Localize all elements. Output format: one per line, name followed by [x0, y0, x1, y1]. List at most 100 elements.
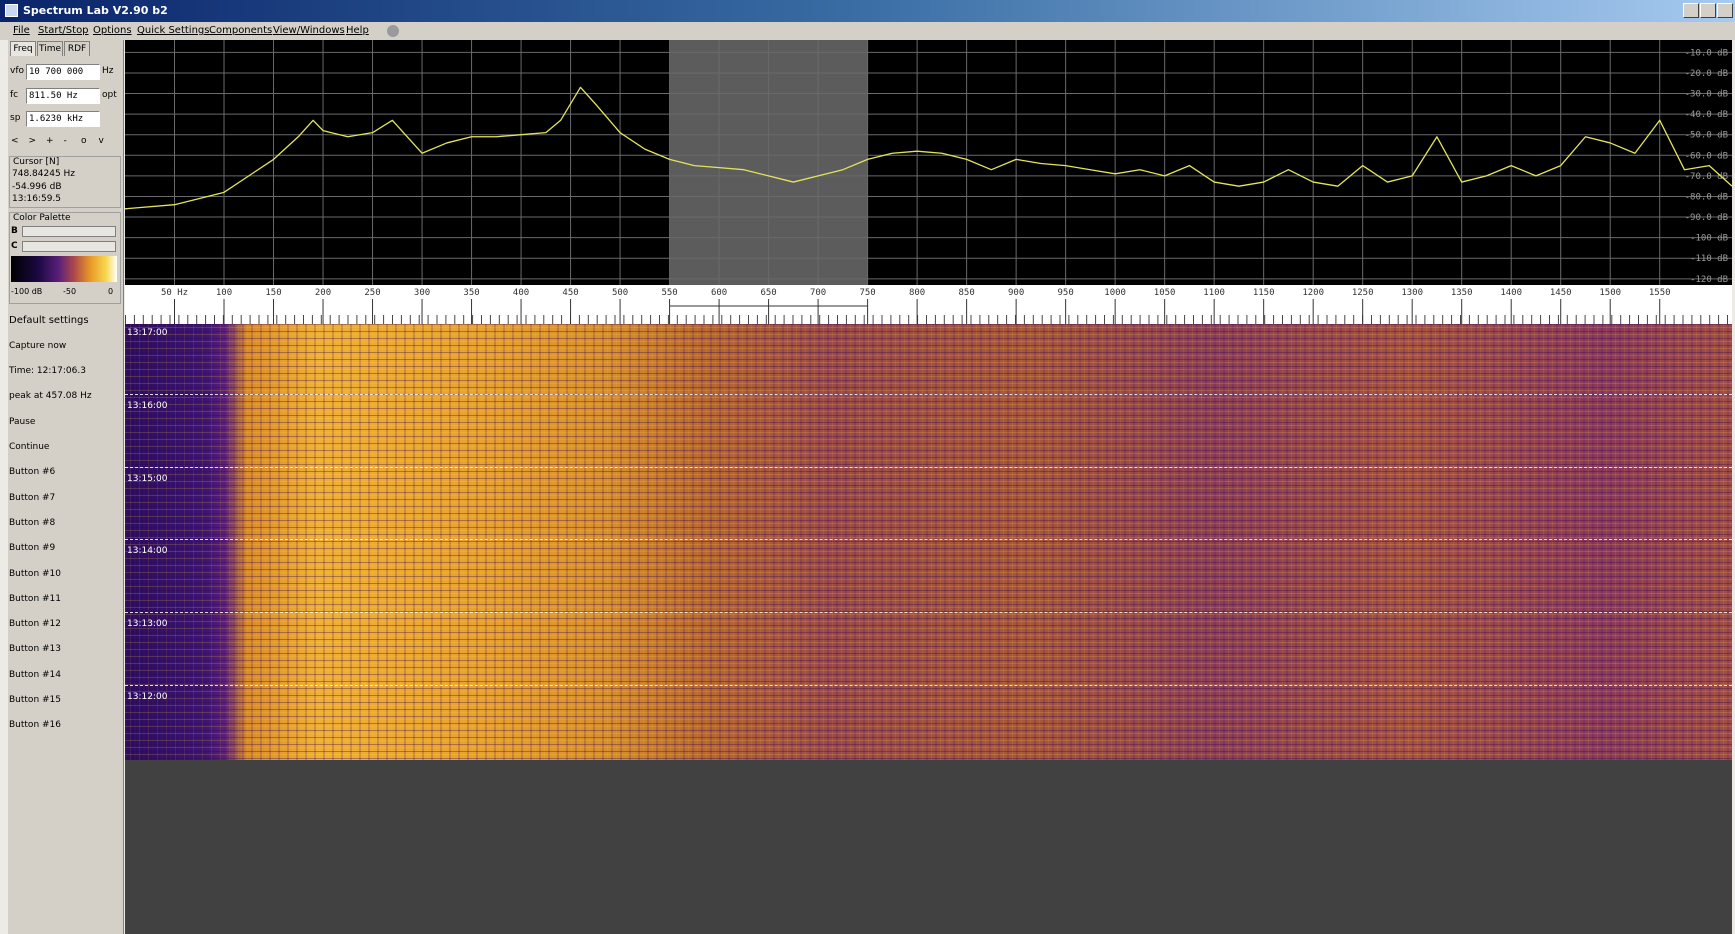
button[interactable]: Button #12: [9, 614, 119, 636]
menu-item[interactable]: Quick Settings: [137, 25, 209, 36]
button[interactable]: Button #13: [9, 639, 119, 661]
y-tick-label: -50.0 dB: [1685, 131, 1728, 141]
x-tick-label: 1450: [1550, 288, 1572, 298]
empty-area: [125, 760, 1732, 934]
slider-thumb[interactable]: [57, 241, 67, 252]
x-tick-label: 250: [364, 288, 380, 298]
button[interactable]: Pause: [9, 412, 119, 434]
title-bar: Spectrum Lab V2.90 b2: [0, 0, 1735, 22]
palette-title: Color Palette: [13, 213, 71, 223]
x-tick-label: 300: [414, 288, 430, 298]
button[interactable]: Button #8: [9, 513, 119, 535]
cursor-value: 748.84245 Hz: [12, 169, 75, 179]
spectrum-plot: -10.0 dB-20.0 dB-30.0 dB-40.0 dB-50.0 dB…: [125, 40, 1732, 285]
x-tick-label: 200: [315, 288, 331, 298]
time-label: 13:16:00: [127, 401, 167, 411]
button[interactable]: Time: 12:17:06.3: [9, 361, 119, 383]
field-input[interactable]: 10 700 000: [26, 64, 100, 80]
nav-button[interactable]: -: [64, 135, 79, 150]
button[interactable]: Capture now: [9, 336, 119, 358]
x-tick-label: 1300: [1401, 288, 1423, 298]
x-tick-label: 900: [1008, 288, 1024, 298]
y-tick-label: -20.0 dB: [1685, 69, 1728, 79]
button[interactable]: Button #11: [9, 589, 119, 611]
time-divider: [125, 539, 1732, 540]
cursor-value: -54.996 dB: [12, 182, 62, 192]
button[interactable]: Continue: [9, 437, 119, 459]
x-tick-label: 1350: [1451, 288, 1473, 298]
button[interactable]: Button #6: [9, 462, 119, 484]
button[interactable]: Button #9: [9, 538, 119, 560]
menu-item[interactable]: Start/Stop: [38, 25, 89, 36]
close-button[interactable]: [1717, 3, 1733, 18]
tab[interactable]: RDF: [64, 41, 90, 56]
x-tick-label: 450: [562, 288, 578, 298]
time-label: 13:17:00: [127, 328, 167, 338]
time-label: 13:12:00: [127, 692, 167, 702]
time-divider: [125, 394, 1732, 395]
menu-item[interactable]: File: [13, 25, 30, 36]
x-tick-label: 600: [711, 288, 727, 298]
button[interactable]: Button #7: [9, 488, 119, 510]
y-tick-label: -10.0 dB: [1685, 48, 1728, 58]
cursor-title: Cursor [N]: [13, 157, 59, 167]
maximize-button[interactable]: [1700, 3, 1716, 18]
frequency-ruler: 50 Hz10015020025030035040045050055060065…: [125, 285, 1732, 324]
x-tick-label: 1150: [1253, 288, 1275, 298]
menu-item[interactable]: Options: [93, 25, 132, 36]
window-title: Spectrum Lab V2.90 b2: [23, 4, 168, 17]
menu-item[interactable]: View/Windows: [273, 25, 345, 36]
x-tick-label: 1000: [1104, 288, 1126, 298]
x-tick-label: 700: [810, 288, 826, 298]
time-divider: [125, 467, 1732, 468]
palette-scale-label: -100 dB: [11, 287, 42, 296]
x-tick-label: 500: [612, 288, 628, 298]
x-tick-label: 1550: [1649, 288, 1671, 298]
y-tick-label: -100 dB: [1690, 234, 1728, 244]
button[interactable]: Button #15: [9, 690, 119, 712]
x-tick-label: 750: [859, 288, 875, 298]
nav-button[interactable]: o: [81, 135, 96, 150]
field-label: fc: [10, 90, 18, 100]
menu-item[interactable]: Help: [346, 25, 369, 36]
button[interactable]: Button #10: [9, 564, 119, 586]
x-tick-label: 550: [661, 288, 677, 298]
nav-button[interactable]: +: [46, 135, 61, 150]
nav-button[interactable]: v: [99, 135, 114, 150]
nav-button[interactable]: >: [29, 135, 44, 150]
nav-button[interactable]: <: [11, 135, 26, 150]
minimize-button[interactable]: [1683, 3, 1699, 18]
cursor-value: 13:16:59.5: [12, 194, 61, 204]
status-indicator: [387, 25, 399, 37]
field-input[interactable]: 811.50 Hz: [26, 88, 100, 104]
slider-thumb[interactable]: [65, 226, 75, 237]
button[interactable]: Button #16: [9, 715, 119, 737]
tab[interactable]: Time: [37, 41, 63, 56]
slider-label: B: [11, 226, 18, 236]
slider-track[interactable]: [22, 241, 116, 252]
x-tick-label: 150: [265, 288, 281, 298]
minor-ticks: [125, 315, 1732, 324]
field-unit[interactable]: opt: [102, 90, 117, 100]
time-divider: [125, 685, 1732, 686]
button[interactable]: Button #14: [9, 665, 119, 687]
time-divider: [125, 612, 1732, 613]
field-input[interactable]: 1.6230 kHz: [26, 111, 100, 127]
palette-scale-label: 0: [108, 287, 113, 296]
button[interactable]: peak at 457.08 Hz: [9, 386, 119, 408]
y-tick-label: -120 dB: [1690, 275, 1728, 285]
button[interactable]: Default settings: [9, 311, 119, 333]
y-tick-label: -90.0 dB: [1685, 213, 1728, 223]
x-tick-label: 400: [513, 288, 529, 298]
x-tick-label: 1050: [1154, 288, 1176, 298]
x-tick-label: 1200: [1302, 288, 1324, 298]
time-label: 13:15:00: [127, 474, 167, 484]
app-icon: [5, 4, 18, 17]
y-tick-label: -110 dB: [1690, 254, 1728, 264]
tab[interactable]: Freq: [10, 41, 36, 56]
palette-scale-label: -50: [63, 287, 76, 296]
menu-item[interactable]: Components: [209, 25, 272, 36]
x-tick-label: 1400: [1500, 288, 1522, 298]
x-tick-label: 1500: [1599, 288, 1621, 298]
y-tick-label: -60.0 dB: [1685, 151, 1728, 161]
